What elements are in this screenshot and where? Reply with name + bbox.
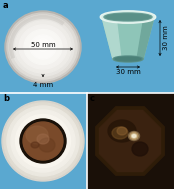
- Text: 4 mm: 4 mm: [33, 82, 53, 88]
- Ellipse shape: [23, 122, 63, 160]
- Bar: [87, 93, 174, 189]
- Ellipse shape: [36, 39, 50, 51]
- Ellipse shape: [130, 132, 138, 139]
- Ellipse shape: [15, 21, 71, 73]
- Text: 50 mm: 50 mm: [31, 42, 55, 48]
- Ellipse shape: [19, 25, 67, 69]
- Ellipse shape: [30, 35, 56, 59]
- Polygon shape: [137, 17, 154, 59]
- Ellipse shape: [132, 135, 136, 137]
- Polygon shape: [102, 17, 121, 59]
- Ellipse shape: [7, 13, 79, 81]
- Ellipse shape: [106, 14, 150, 20]
- Ellipse shape: [11, 110, 75, 172]
- Ellipse shape: [12, 18, 74, 76]
- Ellipse shape: [117, 127, 127, 135]
- Ellipse shape: [108, 120, 136, 142]
- Polygon shape: [102, 17, 154, 59]
- Ellipse shape: [104, 13, 152, 21]
- Ellipse shape: [15, 115, 70, 167]
- Ellipse shape: [26, 126, 48, 144]
- Text: b: b: [3, 94, 9, 103]
- Ellipse shape: [20, 119, 66, 163]
- Ellipse shape: [113, 56, 143, 62]
- Ellipse shape: [4, 103, 82, 179]
- Polygon shape: [96, 107, 164, 175]
- Polygon shape: [100, 111, 160, 171]
- Text: 30 mm: 30 mm: [116, 69, 140, 75]
- Ellipse shape: [129, 132, 140, 140]
- Ellipse shape: [24, 29, 62, 64]
- Text: c: c: [90, 94, 95, 103]
- Text: 30 mm: 30 mm: [163, 26, 169, 50]
- Ellipse shape: [132, 134, 136, 138]
- Ellipse shape: [115, 57, 141, 61]
- Ellipse shape: [5, 11, 81, 83]
- Ellipse shape: [102, 12, 154, 22]
- Ellipse shape: [31, 142, 39, 148]
- Ellipse shape: [7, 106, 79, 176]
- Ellipse shape: [9, 15, 77, 79]
- Ellipse shape: [37, 134, 49, 144]
- Ellipse shape: [132, 142, 148, 156]
- Text: a: a: [3, 1, 9, 10]
- Ellipse shape: [39, 138, 55, 152]
- Ellipse shape: [112, 127, 128, 139]
- Ellipse shape: [2, 101, 84, 181]
